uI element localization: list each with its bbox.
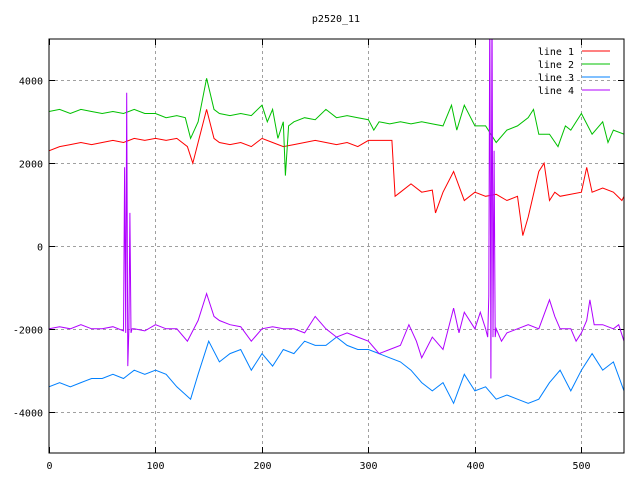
plot-border (48, 38, 625, 454)
axis-ticks: -4000 -2000 0 2000 4000 0 100 200 300 400 500 (13, 39, 624, 472)
x-tick-label: 400 (466, 461, 484, 472)
y-tick-label: 0 (37, 243, 43, 254)
legend-label: line 4 (538, 86, 574, 97)
x-tick-label: 500 (572, 461, 590, 472)
y-tick-label: -4000 (13, 409, 43, 420)
x-tick-label: 100 (146, 461, 164, 472)
legend-label: line 3 (538, 73, 574, 84)
y-tick-label: 4000 (19, 77, 43, 88)
y-tick-label: 2000 (19, 160, 43, 171)
series-line-2 (49, 78, 624, 176)
legend-label: line 1 (538, 47, 574, 58)
x-tick-label: 200 (253, 461, 271, 472)
series-group (49, 39, 624, 405)
x-tick-label: 0 (46, 461, 52, 472)
x-tick-label: 300 (359, 461, 377, 472)
grid (49, 39, 624, 453)
series-line-4 (49, 39, 624, 379)
legend: line 1 line 2 line 3 line 4 (538, 47, 610, 97)
series-line-1 (49, 109, 624, 236)
chart-title: p2520_11 (312, 14, 360, 25)
y-tick-label: -2000 (13, 326, 43, 337)
series-line-3 (49, 336, 624, 405)
legend-label: line 2 (538, 60, 574, 71)
